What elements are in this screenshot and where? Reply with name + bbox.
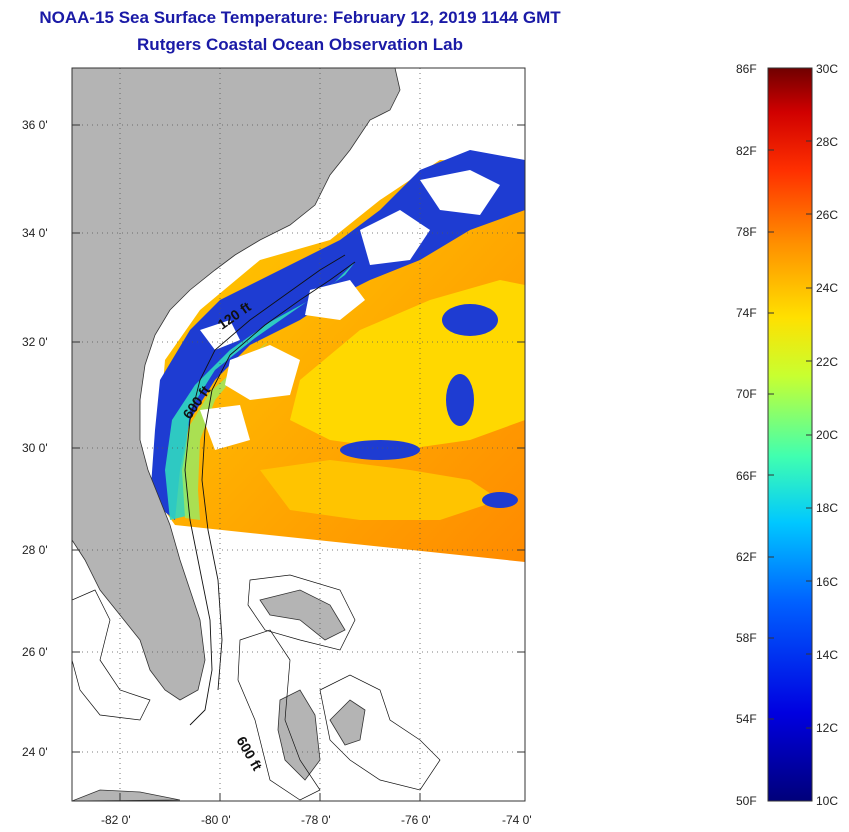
cloud (305, 280, 365, 320)
land-bahamas-andros (277, 689, 321, 781)
colorbar-c-label: 14C (816, 648, 838, 662)
lon-tick-label: -82 0' (101, 813, 131, 827)
colorbar-c-label: 22C (816, 355, 838, 369)
land-us-southeast (72, 68, 401, 701)
contour-line (237, 629, 321, 801)
shelf-water-inner (182, 340, 270, 520)
warm-patch (260, 460, 500, 520)
colorbar-ticks (768, 140, 812, 729)
land-bahamas-grand (259, 589, 346, 641)
cloud (200, 320, 240, 350)
land-cuba (72, 789, 181, 801)
colorbar-c-label: 30C (816, 62, 838, 76)
colorbar-f-label: 74F (736, 306, 757, 320)
colorbar-f-label: 86F (736, 62, 757, 76)
colorbar-c-label: 24C (816, 281, 838, 295)
lat-tick-label: 28 0' (22, 543, 48, 557)
colorbar-f-label: 62F (736, 550, 757, 564)
map-title: NOAA-15 Sea Surface Temperature: Februar… (39, 8, 561, 27)
lon-tick-label: -74 0' (502, 813, 532, 827)
colorbar-c-label: 18C (816, 501, 838, 515)
colorbar-c-label: 26C (816, 208, 838, 222)
cool-water-band (150, 150, 525, 520)
colorbar-c-label: 28C (816, 135, 838, 149)
lon-tick-label: -76 0' (401, 813, 431, 827)
colorbar-c-label: 10C (816, 794, 838, 808)
contour-line (72, 589, 151, 721)
colorbar-f-label: 58F (736, 631, 757, 645)
lat-tick-label: 30 0' (22, 441, 48, 455)
lat-tick-label: 34 0' (22, 226, 48, 240)
cloud (225, 345, 300, 400)
colorbar-f-label: 50F (736, 794, 757, 808)
lon-tick-label: -78 0' (301, 813, 331, 827)
cloud (200, 405, 250, 450)
graticule (72, 68, 525, 801)
colorbar (767, 67, 813, 802)
lat-axis (72, 124, 525, 753)
contour-line (184, 254, 346, 726)
cool-eddy (340, 440, 420, 460)
land-bahamas-small (329, 699, 366, 746)
cloud (420, 170, 500, 215)
lon-axis (119, 793, 421, 801)
colorbar-f-label: 66F (736, 469, 757, 483)
colorbar-f-label: 82F (736, 144, 757, 158)
cool-eddy (442, 304, 498, 336)
cool-eddy (446, 374, 474, 426)
cloud (360, 210, 430, 265)
colorbar-c-label: 20C (816, 428, 838, 442)
lat-tick-label: 36 0' (22, 118, 48, 132)
contour-line (319, 674, 441, 791)
colorbar-c-label: 12C (816, 721, 838, 735)
colorbar-c-label: 16C (816, 575, 838, 589)
lat-tick-label: 26 0' (22, 645, 48, 659)
colorbar-f-label: 78F (736, 225, 757, 239)
contour-line (247, 574, 356, 651)
lat-tick-label: 24 0' (22, 745, 48, 759)
lon-tick-label: -80 0' (201, 813, 231, 827)
lat-tick-label: 32 0' (22, 335, 48, 349)
map-border (71, 67, 526, 802)
colorbar-f-label: 70F (736, 387, 757, 401)
cool-eddy (482, 492, 518, 508)
colorbar-f-label: 54F (736, 712, 757, 726)
map-subtitle: Rutgers Coastal Ocean Observation Lab (137, 35, 463, 54)
contour-line (201, 261, 356, 691)
